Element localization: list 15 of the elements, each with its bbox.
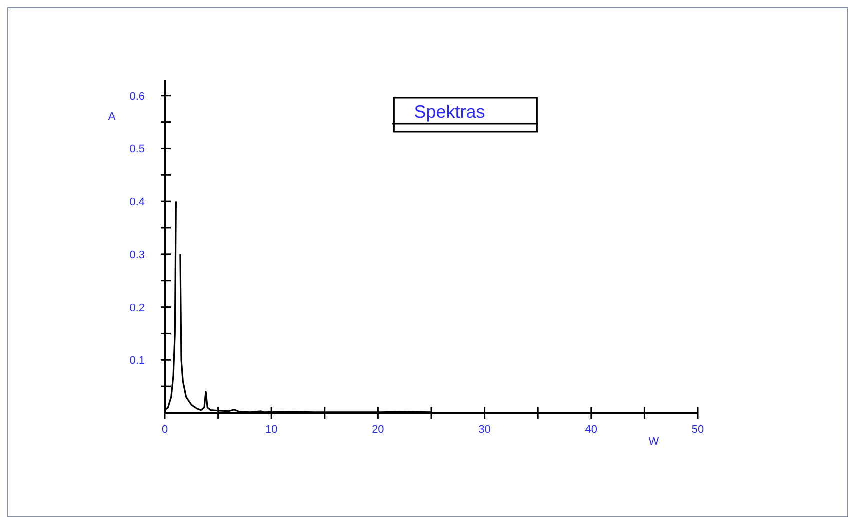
- x-tick-label: 10: [265, 424, 278, 436]
- x-tick-label: 0: [162, 424, 168, 436]
- text: Spektras: [414, 102, 486, 122]
- y-tick-label: 0.6: [130, 90, 145, 103]
- x-tick-label: 40: [585, 424, 598, 436]
- y-tick-label: 0.5: [130, 144, 145, 156]
- y-tick-label: 0.1: [130, 355, 145, 368]
- y-tick-label: 0.4: [130, 196, 145, 209]
- x-tick-label: 50: [692, 424, 704, 436]
- y-tick-label: 0.2: [130, 302, 145, 314]
- x-tick-label: 30: [478, 424, 491, 436]
- x-tick-label: 20: [372, 424, 384, 436]
- y-tick-label: 0.3: [130, 249, 145, 262]
- x-axis-title: W: [648, 436, 660, 448]
- y-axis-title: A: [108, 111, 116, 123]
